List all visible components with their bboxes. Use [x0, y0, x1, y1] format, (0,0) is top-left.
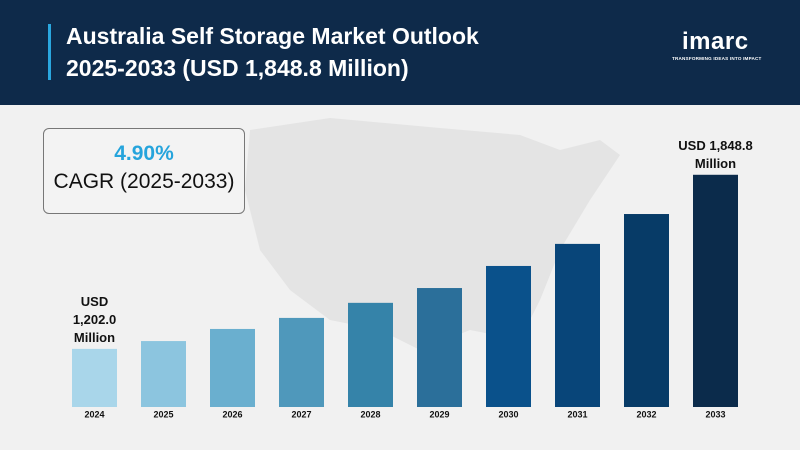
cagr-box: 4.90% CAGR (2025-2033)	[43, 128, 245, 214]
cagr-value: 4.90%	[114, 142, 174, 165]
logo: imarc	[682, 28, 749, 55]
x-tick-label: 2028	[360, 409, 380, 419]
value-label: USD 1,202.0 Million	[73, 294, 116, 345]
bar	[72, 348, 117, 407]
x-tick-label: 2024	[84, 409, 104, 419]
bar	[141, 341, 186, 407]
bar	[279, 317, 324, 407]
tagline: TRANSFORMING IDEAS INTO IMPACT	[672, 56, 762, 61]
bar	[624, 214, 669, 407]
x-tick-label: 2032	[636, 409, 656, 419]
x-tick-label: 2033	[705, 409, 725, 419]
x-tick-label: 2027	[291, 409, 311, 419]
header-band	[0, 0, 800, 105]
bar	[417, 288, 462, 407]
x-tick-label: 2030	[498, 409, 518, 419]
title: Australia Self Storage Market Outlook 20…	[66, 23, 479, 81]
value-label: USD 1,848.8 Million	[678, 138, 752, 171]
cagr-label: CAGR (2025-2033)	[53, 170, 235, 193]
bar	[210, 328, 255, 407]
accent	[48, 24, 51, 80]
bar	[348, 302, 393, 407]
bar	[555, 243, 600, 407]
bar	[486, 265, 531, 407]
x-tick-label: 2031	[567, 409, 587, 419]
x-tick-label: 2026	[222, 409, 242, 419]
x-tick-label: 2029	[429, 409, 449, 419]
x-tick-label: 2025	[153, 409, 173, 419]
bar	[693, 174, 738, 407]
